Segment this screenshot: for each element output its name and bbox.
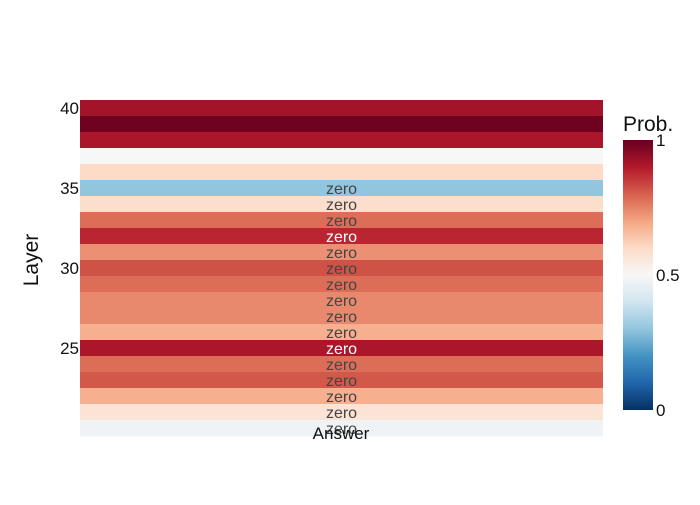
colorbar-ticks: 10.50: [656, 131, 680, 420]
heatmap-cell-layer-30: [80, 260, 603, 277]
heatmap-cell-layer-38: [80, 132, 603, 149]
heatmap-cell-layer-31: [80, 244, 603, 261]
heatmap-cell-layer-21: [80, 404, 603, 421]
cell-label-layer-22: zero: [326, 389, 357, 406]
heatmap-cell-layer-40: [80, 100, 603, 117]
heatmap-cell-layer-36: [80, 164, 603, 181]
heatmap-cells: [80, 100, 603, 437]
cell-label-layer-35: zero: [326, 181, 357, 198]
cell-label-layer-30: zero: [326, 261, 357, 278]
cell-label-layer-32: zero: [326, 229, 357, 246]
cell-label-layer-28: zero: [326, 293, 357, 310]
x-axis-tick-answer: Answer: [313, 424, 370, 443]
heatmap-cell-layer-24: [80, 356, 603, 373]
y-tick-30: 30: [60, 259, 79, 278]
heatmap-cell-layer-32: [80, 228, 603, 245]
cell-label-layer-29: zero: [326, 277, 357, 294]
heatmap-cell-layer-26: [80, 324, 603, 341]
cell-label-layer-31: zero: [326, 245, 357, 262]
y-axis-ticks: 25 30 35 40: [60, 99, 79, 358]
heatmap-cell-layer-34: [80, 196, 603, 213]
heatmap-cell-layer-20: [80, 420, 603, 437]
heatmap-cell-layer-22: [80, 388, 603, 405]
cell-label-layer-25: zero: [326, 341, 357, 358]
cell-label-layer-23: zero: [326, 373, 357, 390]
heatmap-cell-layer-27: [80, 308, 603, 325]
y-tick-25: 25: [60, 339, 79, 358]
heatmap-cell-layer-23: [80, 372, 603, 389]
colorbar-title: Prob.: [623, 113, 673, 136]
cell-label-layer-34: zero: [326, 197, 357, 214]
heatmap-cell-layer-25: [80, 340, 603, 357]
y-axis-title: Layer: [20, 234, 43, 287]
cell-label-layer-20: zero: [326, 421, 357, 438]
cell-label-layer-24: zero: [326, 357, 357, 374]
y-tick-35: 35: [60, 179, 79, 198]
cell-label-layer-33: zero: [326, 213, 357, 230]
colorbar-tick-0-5: 0.5: [656, 266, 680, 285]
y-tick-40: 40: [60, 99, 79, 118]
heatmap-cell-layer-33: [80, 212, 603, 229]
colorbar-tick-1: 1: [656, 131, 665, 150]
heatmap-cell-layer-29: [80, 276, 603, 293]
colorbar: [623, 140, 653, 410]
heatmap-cell-layer-37: [80, 148, 603, 165]
colorbar-tick-0: 0: [656, 401, 665, 420]
heatmap-cell-layer-39: [80, 116, 603, 133]
cell-labels: zerozerozerozerozerozerozerozerozerozero…: [326, 181, 357, 438]
cell-label-layer-21: zero: [326, 405, 357, 422]
cell-label-layer-26: zero: [326, 325, 357, 342]
cell-label-layer-27: zero: [326, 309, 357, 326]
heatmap-cell-layer-28: [80, 292, 603, 309]
heatmap-cell-layer-35: [80, 180, 603, 197]
